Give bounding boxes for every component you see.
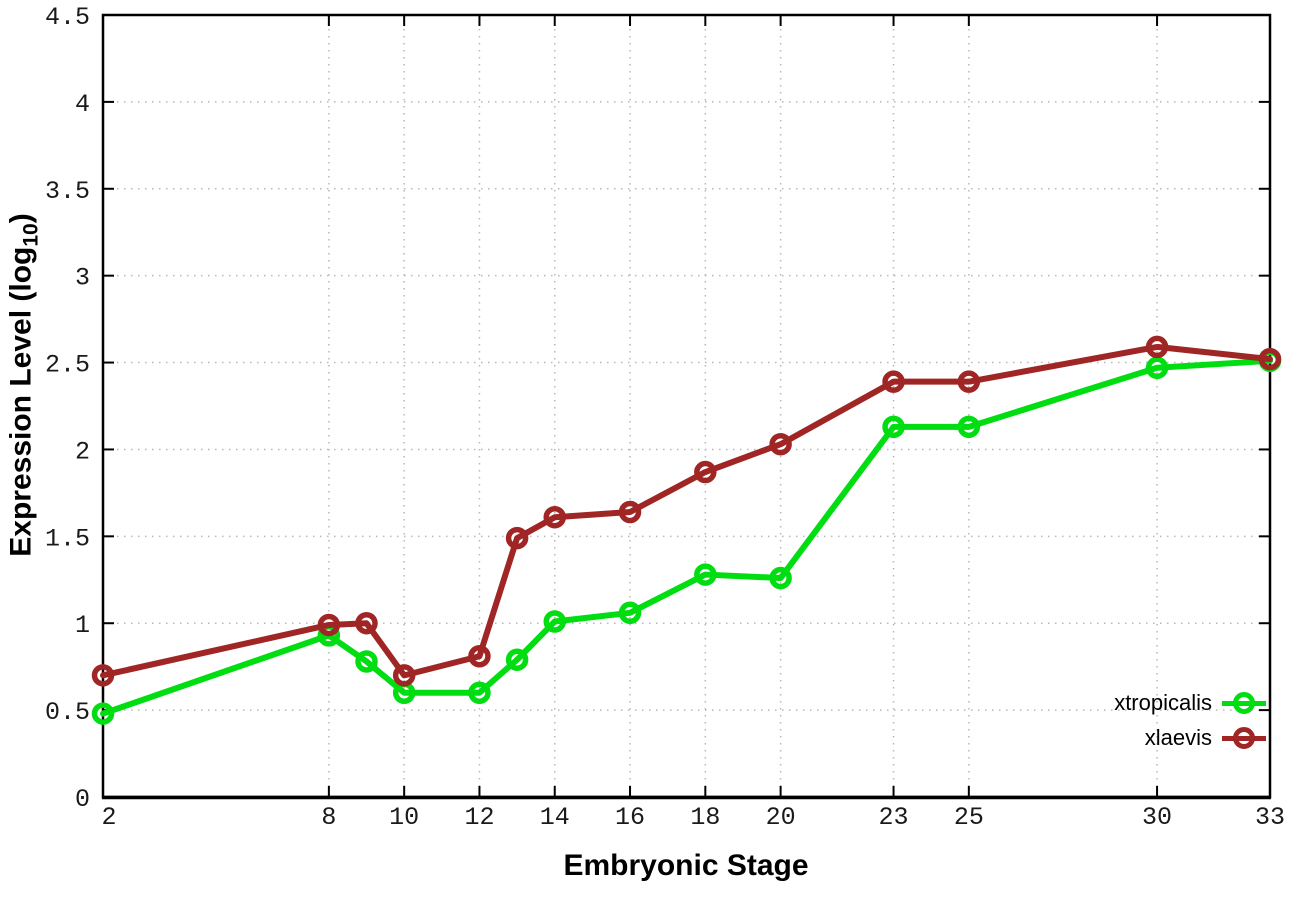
data-point-xlaevis-25: [957, 370, 981, 393]
data-point-xlaevis-12: [468, 644, 491, 668]
y-tick-label-4: 4: [75, 90, 90, 119]
x-tick-label-8: 8: [321, 803, 336, 832]
data-point-xlaevis-10: [392, 664, 416, 687]
x-tick-label-12: 12: [464, 803, 494, 832]
x-tick-label-16: 16: [615, 803, 645, 832]
y-tick-label-0: 0: [75, 785, 90, 814]
data-point-xlaevis-9: [355, 611, 378, 635]
x-axis-label: Embryonic Stage: [563, 849, 809, 882]
data-point-xlaevis-20: [769, 432, 792, 456]
y-axis-label-text: Expression Level (log: [4, 246, 38, 557]
series-line-xlaevis: [100, 343, 1273, 679]
data-point-xlaevis-14: [543, 505, 566, 529]
y-tick-label-1: 1: [75, 611, 90, 640]
data-point-xtropicalis-16: [618, 601, 642, 625]
x-tick-label-18: 18: [690, 803, 720, 832]
data-point-xtropicalis-13: [505, 648, 529, 671]
data-point-xtropicalis-20: [769, 566, 792, 590]
x-tick-label-30: 30: [1142, 803, 1172, 832]
y-tick-label-2.5: 2.5: [45, 351, 90, 380]
y-axis-label: Expression Level (log10): [5, 213, 44, 556]
y-tick-label-3.5: 3.5: [45, 177, 90, 206]
y-tick-label-1.5: 1.5: [45, 524, 90, 553]
data-point-xtropicalis-9: [355, 650, 378, 673]
y-axis-label-suffix: ): [4, 213, 38, 224]
data-point-xlaevis-30: [1145, 335, 1169, 359]
legend: xtropicalis xlaevis: [1114, 691, 1266, 750]
x-tick-label-10: 10: [389, 803, 419, 832]
x-tick-label-33: 33: [1255, 803, 1285, 832]
y-tick-label-2: 2: [75, 437, 90, 466]
legend-item-xtropicalis: xtropicalis: [1114, 691, 1266, 715]
legend-marker-xlaevis: [1222, 726, 1266, 750]
plot-border: [101, 13, 1272, 799]
data-point-xlaevis-16: [618, 500, 642, 524]
data-point-xlaevis-2: [91, 664, 115, 687]
data-point-xtropicalis-23: [882, 415, 905, 439]
series-line-xtropicalis: [100, 357, 1273, 717]
x-tick-label-25: 25: [954, 803, 984, 832]
y-tick-label-4.5: 4.5: [45, 3, 90, 32]
legend-label-xlaevis: xlaevis: [1144, 725, 1212, 750]
x-tick-label-23: 23: [879, 803, 909, 832]
legend-item-xlaevis: xlaevis: [1145, 726, 1266, 750]
legend-circle-icon-xlaevis: [1233, 727, 1255, 749]
legend-marker-xtropicalis: [1222, 691, 1266, 715]
data-point-xtropicalis-30: [1145, 356, 1169, 380]
y-tick-label-3: 3: [75, 264, 90, 293]
x-tick-label-2: 2: [101, 803, 116, 832]
data-point-xlaevis-8: [317, 613, 341, 637]
legend-circle-icon-xtropicalis: [1233, 692, 1255, 714]
legend-label-xtropicalis: xtropicalis: [1114, 690, 1212, 715]
y-axis-label-subscript: 10: [19, 223, 43, 247]
x-tick-label-14: 14: [540, 803, 570, 832]
data-point-xtropicalis-12: [468, 681, 491, 704]
data-point-xlaevis-18: [694, 460, 717, 484]
data-point-xtropicalis-14: [543, 610, 566, 633]
data-point-xtropicalis-18: [694, 563, 717, 586]
y-tick-label-0.5: 0.5: [45, 698, 90, 727]
data-point-xlaevis-23: [882, 370, 905, 393]
data-point-xlaevis-13: [505, 526, 529, 550]
data-point-xtropicalis-25: [957, 415, 981, 439]
data-point-xlaevis-33: [1258, 347, 1282, 371]
data-point-xtropicalis-2: [91, 702, 115, 725]
x-tick-label-20: 20: [766, 803, 796, 832]
